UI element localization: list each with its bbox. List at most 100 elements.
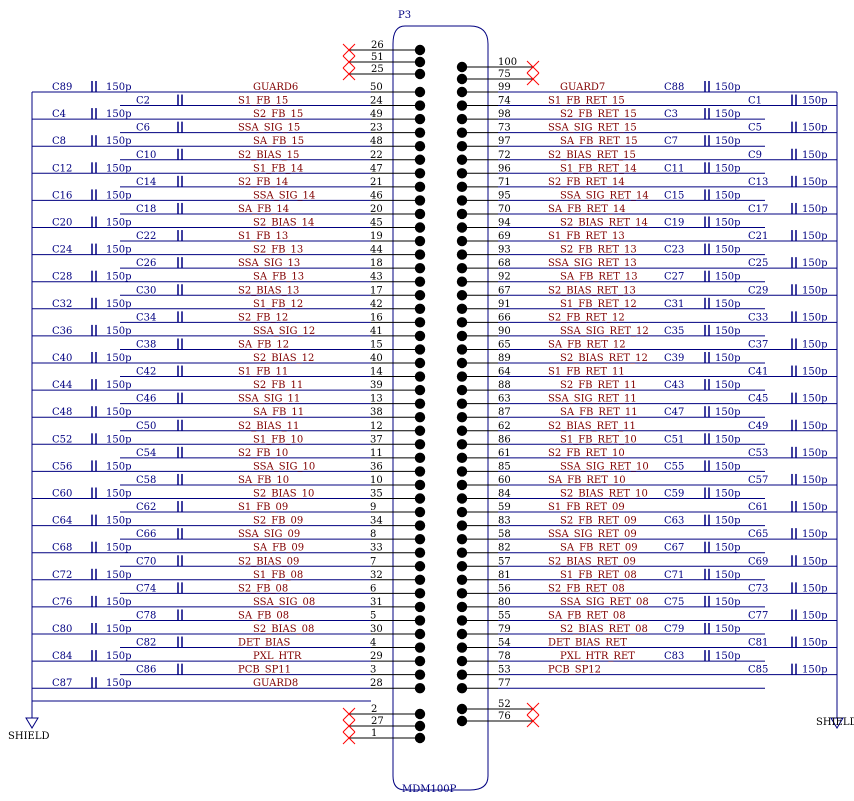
- pin-number: 13: [370, 394, 383, 405]
- capacitor-designator: C23: [664, 245, 684, 256]
- no-connect-mark: [526, 60, 540, 74]
- pin-contact: [414, 113, 426, 125]
- capacitor-value: 150p: [802, 610, 828, 621]
- capacitor-designator: C13: [748, 177, 768, 188]
- capacitor-value: 150p: [715, 461, 741, 472]
- pin-number: 68: [498, 258, 511, 269]
- pin-contact: [456, 506, 468, 518]
- net-label: SA_FB_13: [253, 272, 304, 283]
- pin-number: 39: [370, 380, 383, 391]
- pin-number: 29: [370, 651, 383, 662]
- pin-contact: [414, 669, 426, 680]
- net-label: DET_BIAS: [238, 638, 291, 649]
- capacitor-designator: C10: [136, 150, 156, 161]
- capacitor-designator: C29: [748, 285, 768, 296]
- no-connect-mark: [526, 72, 540, 86]
- pin-contact: [414, 425, 426, 436]
- net-label: SA_FB_08: [238, 610, 289, 621]
- pin-contact: [456, 683, 468, 694]
- pin-number: 30: [370, 624, 383, 635]
- pin-number: 17: [370, 285, 383, 296]
- capacitor-value: 150p: [802, 312, 828, 323]
- pin-number: 37: [370, 434, 383, 445]
- net-label: S1_FB_RET_15: [548, 96, 625, 107]
- pin-contact: [456, 141, 468, 152]
- pin-contact: [414, 452, 426, 464]
- capacitor-designator: C20: [52, 218, 72, 229]
- net-label: S2_BIAS_RET_12: [560, 353, 648, 364]
- pin-number: 70: [498, 204, 511, 215]
- pin-number: 53: [498, 665, 511, 676]
- connector-designator: P3: [398, 10, 411, 21]
- capacitor-designator: C38: [136, 339, 156, 350]
- capacitor-value: 150p: [802, 177, 828, 188]
- no-connect-mark: [342, 707, 356, 721]
- pin-contact: [414, 249, 426, 260]
- capacitor-designator: C37: [748, 339, 768, 350]
- net-label: S1_FB_10: [253, 434, 303, 445]
- pin-number: 47: [370, 163, 383, 174]
- pin-contact: [414, 168, 426, 179]
- pin-contact: [414, 208, 426, 220]
- capacitor-value: 150p: [802, 529, 828, 540]
- pin-number: 3: [370, 665, 376, 676]
- capacitor-designator: C60: [52, 489, 72, 500]
- net-label: S2_BIAS_RET_10: [560, 489, 648, 500]
- capacitor-designator: C69: [748, 556, 768, 567]
- capacitor-value: 150p: [106, 570, 132, 581]
- net-label: S2_FB_RET_08: [548, 583, 625, 594]
- capacitor-designator: C53: [748, 448, 768, 459]
- capacitor-designator: C56: [52, 461, 72, 472]
- capacitor-designator: C46: [136, 394, 156, 405]
- capacitor-value: 150p: [715, 163, 741, 174]
- pin-contact: [456, 330, 468, 342]
- pin-contact: [456, 452, 468, 464]
- net-label: S1_FB_RET_09: [548, 502, 625, 513]
- capacitor-designator: C11: [664, 163, 684, 174]
- pin-contact: [456, 290, 468, 301]
- pin-number: 77: [498, 678, 511, 689]
- pin-contact: [414, 439, 426, 450]
- capacitor-value: 150p: [715, 109, 741, 120]
- pin-contact: [456, 317, 468, 328]
- net-label: S2_BIAS_10: [253, 489, 314, 500]
- capacitor-designator: C35: [664, 326, 684, 337]
- no-connect-mark: [342, 55, 356, 69]
- capacitor-designator: C32: [52, 299, 72, 310]
- capacitor-designator: C75: [664, 597, 684, 608]
- capacitor-designator: C3: [664, 109, 678, 120]
- pin-number: 56: [498, 583, 511, 594]
- capacitor-value: 150p: [802, 96, 828, 107]
- pin-contact: [456, 100, 468, 111]
- net-label: S1_FB_RET_14: [560, 163, 637, 174]
- pin-contact: [456, 303, 468, 314]
- net-label: S1_FB_08: [253, 570, 303, 581]
- pin-number: 90: [498, 326, 511, 337]
- capacitor-designator: C78: [136, 610, 156, 621]
- pin-number: 20: [370, 204, 383, 215]
- capacitor-designator: C6: [136, 123, 150, 134]
- capacitor-designator: C57: [748, 475, 768, 486]
- pin-contact: [456, 628, 468, 640]
- pin-number: 86: [498, 434, 511, 445]
- pin-contact: [456, 615, 468, 626]
- pin-contact: [456, 547, 468, 558]
- pin-number: 18: [370, 258, 383, 269]
- net-label: S1_FB_09: [238, 502, 288, 513]
- pin-number: 50: [370, 82, 383, 93]
- net-label: S2_FB_10: [238, 448, 288, 459]
- capacitor-designator: C22: [136, 231, 156, 242]
- pin-number: 75: [498, 69, 511, 80]
- pin-number: 71: [498, 177, 511, 188]
- capacitor-value: 150p: [715, 624, 741, 635]
- pin-contact: [414, 655, 426, 667]
- pin-contact: [456, 61, 468, 73]
- pin-number: 61: [498, 448, 511, 459]
- no-connect-mark: [342, 43, 356, 57]
- net-label: S2_BIAS_RET_13: [548, 285, 636, 296]
- pin-number: 73: [498, 123, 511, 134]
- capacitor-value: 150p: [106, 299, 132, 310]
- net-label: S2_FB_RET_13: [560, 245, 637, 256]
- capacitor-value: 150p: [802, 583, 828, 594]
- pin-number: 65: [498, 339, 511, 350]
